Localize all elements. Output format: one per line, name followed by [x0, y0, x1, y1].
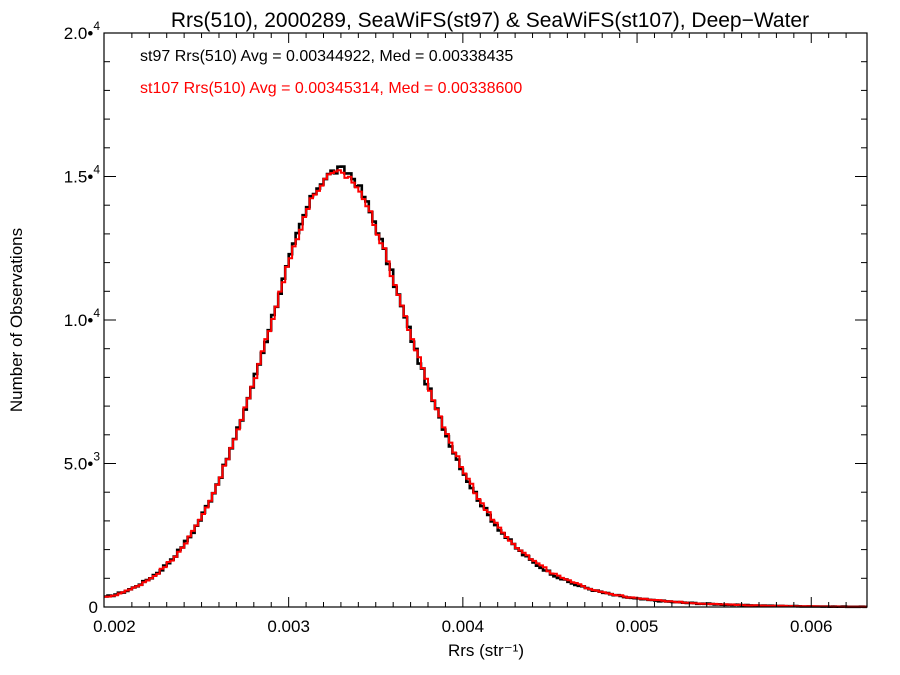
y-tick-label: 0 — [89, 598, 98, 617]
y-tick-label: 2.0•4 — [64, 19, 101, 43]
series-line-st97 — [104, 165, 867, 609]
y-tick-label: 1.0•4 — [64, 306, 101, 330]
legend-series-st107: st107 Rrs(510) Avg = 0.00345314, Med = 0… — [140, 80, 522, 97]
legend-series-st97: st97 Rrs(510) Avg = 0.00344922, Med = 0.… — [140, 48, 513, 65]
x-tick-label: 0.006 — [790, 617, 833, 636]
plot-frame — [103, 32, 868, 608]
x-tick-label: 0.003 — [267, 617, 310, 636]
chart-title: Rrs(510), 2000289, SeaWiFS(st97) & SeaWi… — [171, 9, 809, 32]
x-tick-label: 0.004 — [442, 617, 485, 636]
plot-area: 0.002 0.003 0.004 0.005 0.006 0 5.0•3 1.0•4 1.5•… — [64, 19, 868, 636]
y-tick-label: 5.0•3 — [64, 450, 101, 474]
x-tick-label: 0.005 — [616, 617, 659, 636]
series-line-st107 — [104, 169, 867, 608]
y-axis-label: Number of Observations — [7, 228, 26, 412]
y-tick-label: 1.5•4 — [64, 163, 101, 187]
x-axis-label: Rrs (str⁻¹) — [448, 641, 524, 660]
x-tick-label: 0.002 — [93, 617, 136, 636]
